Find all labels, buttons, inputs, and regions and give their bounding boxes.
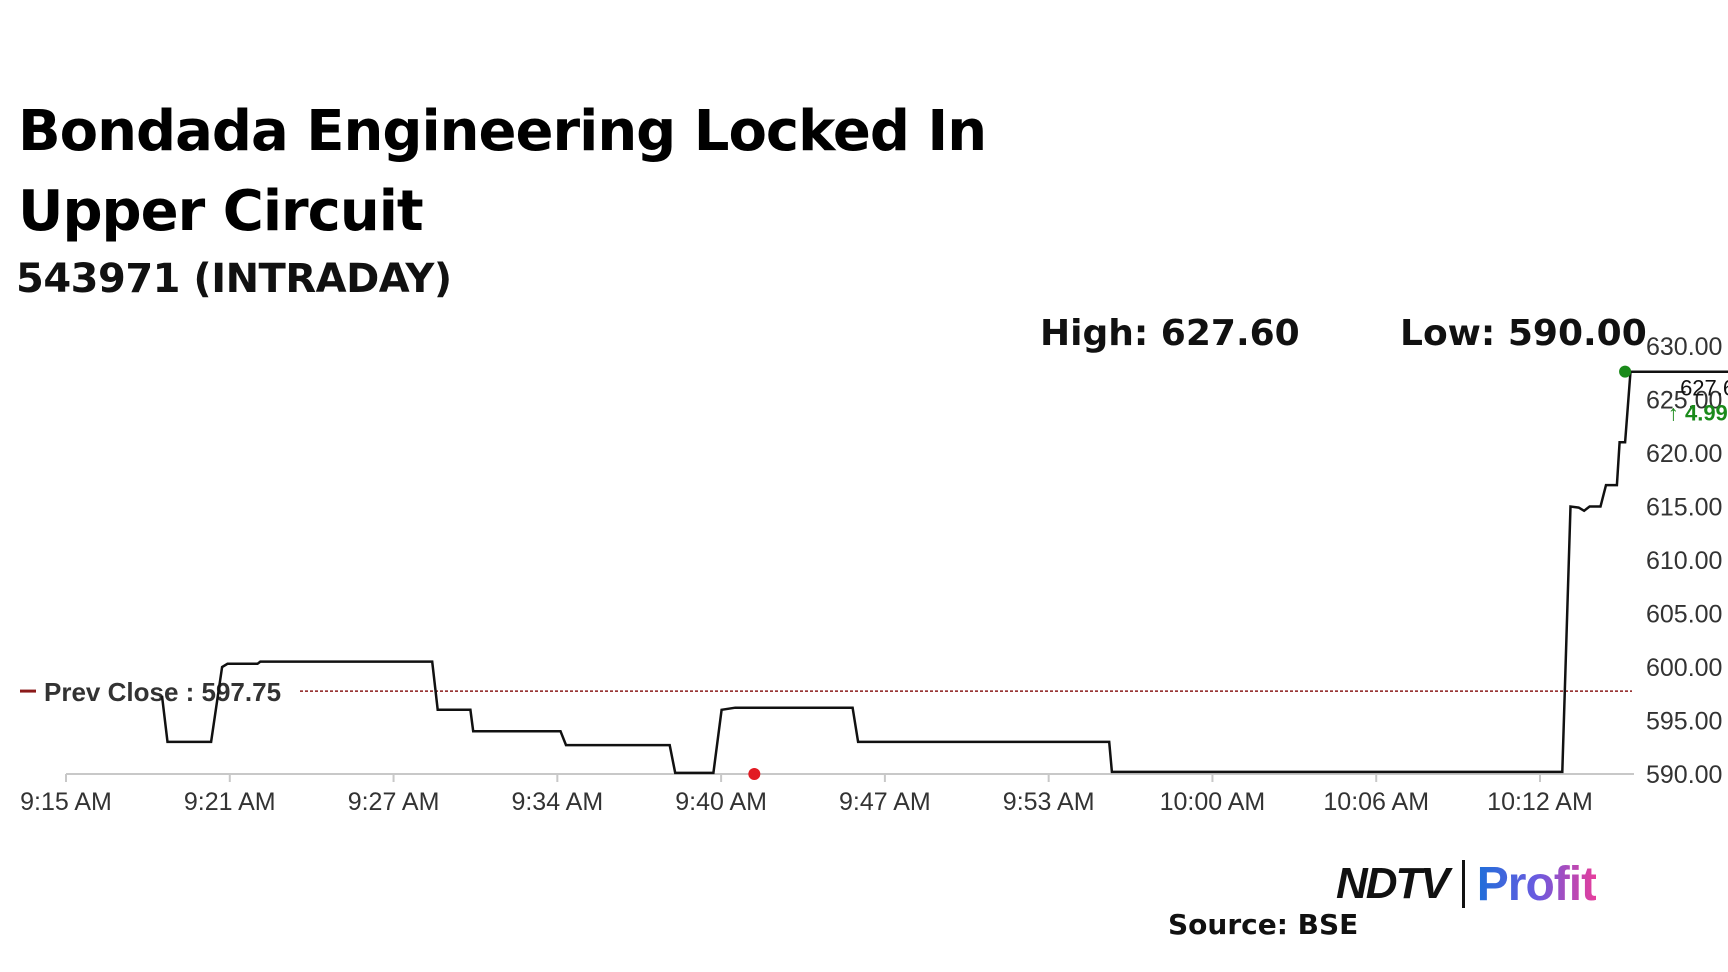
y-tick-label: 595.00	[1646, 708, 1722, 736]
x-axis: 9:15 AM 9:21 AM 9:27 AM 9:34 AM 9:40 AM 9:47 …	[20, 774, 1593, 816]
x-tick-label: 9:40 AM	[675, 788, 767, 816]
x-tick-label: 10:12 AM	[1487, 788, 1593, 816]
logo-separator	[1461, 860, 1465, 908]
x-tick-label: 9:15 AM	[20, 788, 112, 816]
y-axis: 630.00 625.00 620.00 615.00 610.00 605.00 600.…	[1646, 333, 1722, 789]
x-tick-label: 9:21 AM	[184, 788, 276, 816]
x-tick-label: 9:34 AM	[511, 788, 603, 816]
y-tick-label: 605.00	[1646, 601, 1722, 629]
x-tick-label: 10:06 AM	[1323, 788, 1429, 816]
chart-subtitle: 543971 (INTRADAY)	[16, 256, 452, 302]
price-series-line	[160, 370, 1728, 775]
low-point-marker	[748, 768, 761, 780]
x-tick-label: 9:53 AM	[1003, 788, 1095, 816]
x-tick-label: 9:47 AM	[839, 788, 931, 816]
y-tick-label: 630.00	[1646, 333, 1722, 361]
chart-title: Bondada Engineering Locked In Upper Circ…	[18, 99, 987, 244]
last-change-label: ↑ 4.99%	[1668, 401, 1728, 426]
y-tick-label: 590.00	[1646, 761, 1722, 789]
high-stat: High: 627.60	[1040, 313, 1300, 354]
y-tick-label: 625.00	[1646, 387, 1722, 415]
x-tick-label: 9:27 AM	[348, 788, 440, 816]
y-tick-label: 600.00	[1646, 654, 1722, 682]
y-tick-label: 615.00	[1646, 494, 1722, 522]
ndtv-profit-logo: NDTV Profit	[1336, 852, 1597, 916]
high-point-marker	[1619, 365, 1632, 378]
last-value-label: 627.60	[1680, 376, 1728, 401]
logo-ndtv-text: NDTV	[1336, 859, 1450, 908]
low-stat: Low: 590.00	[1400, 313, 1647, 354]
y-tick-label: 610.00	[1646, 547, 1722, 575]
source-note: Source: BSE	[1168, 908, 1359, 941]
y-tick-label: 620.00	[1646, 440, 1722, 468]
x-tick-label: 10:00 AM	[1160, 788, 1266, 816]
logo-profit-text: Profit	[1476, 857, 1597, 911]
